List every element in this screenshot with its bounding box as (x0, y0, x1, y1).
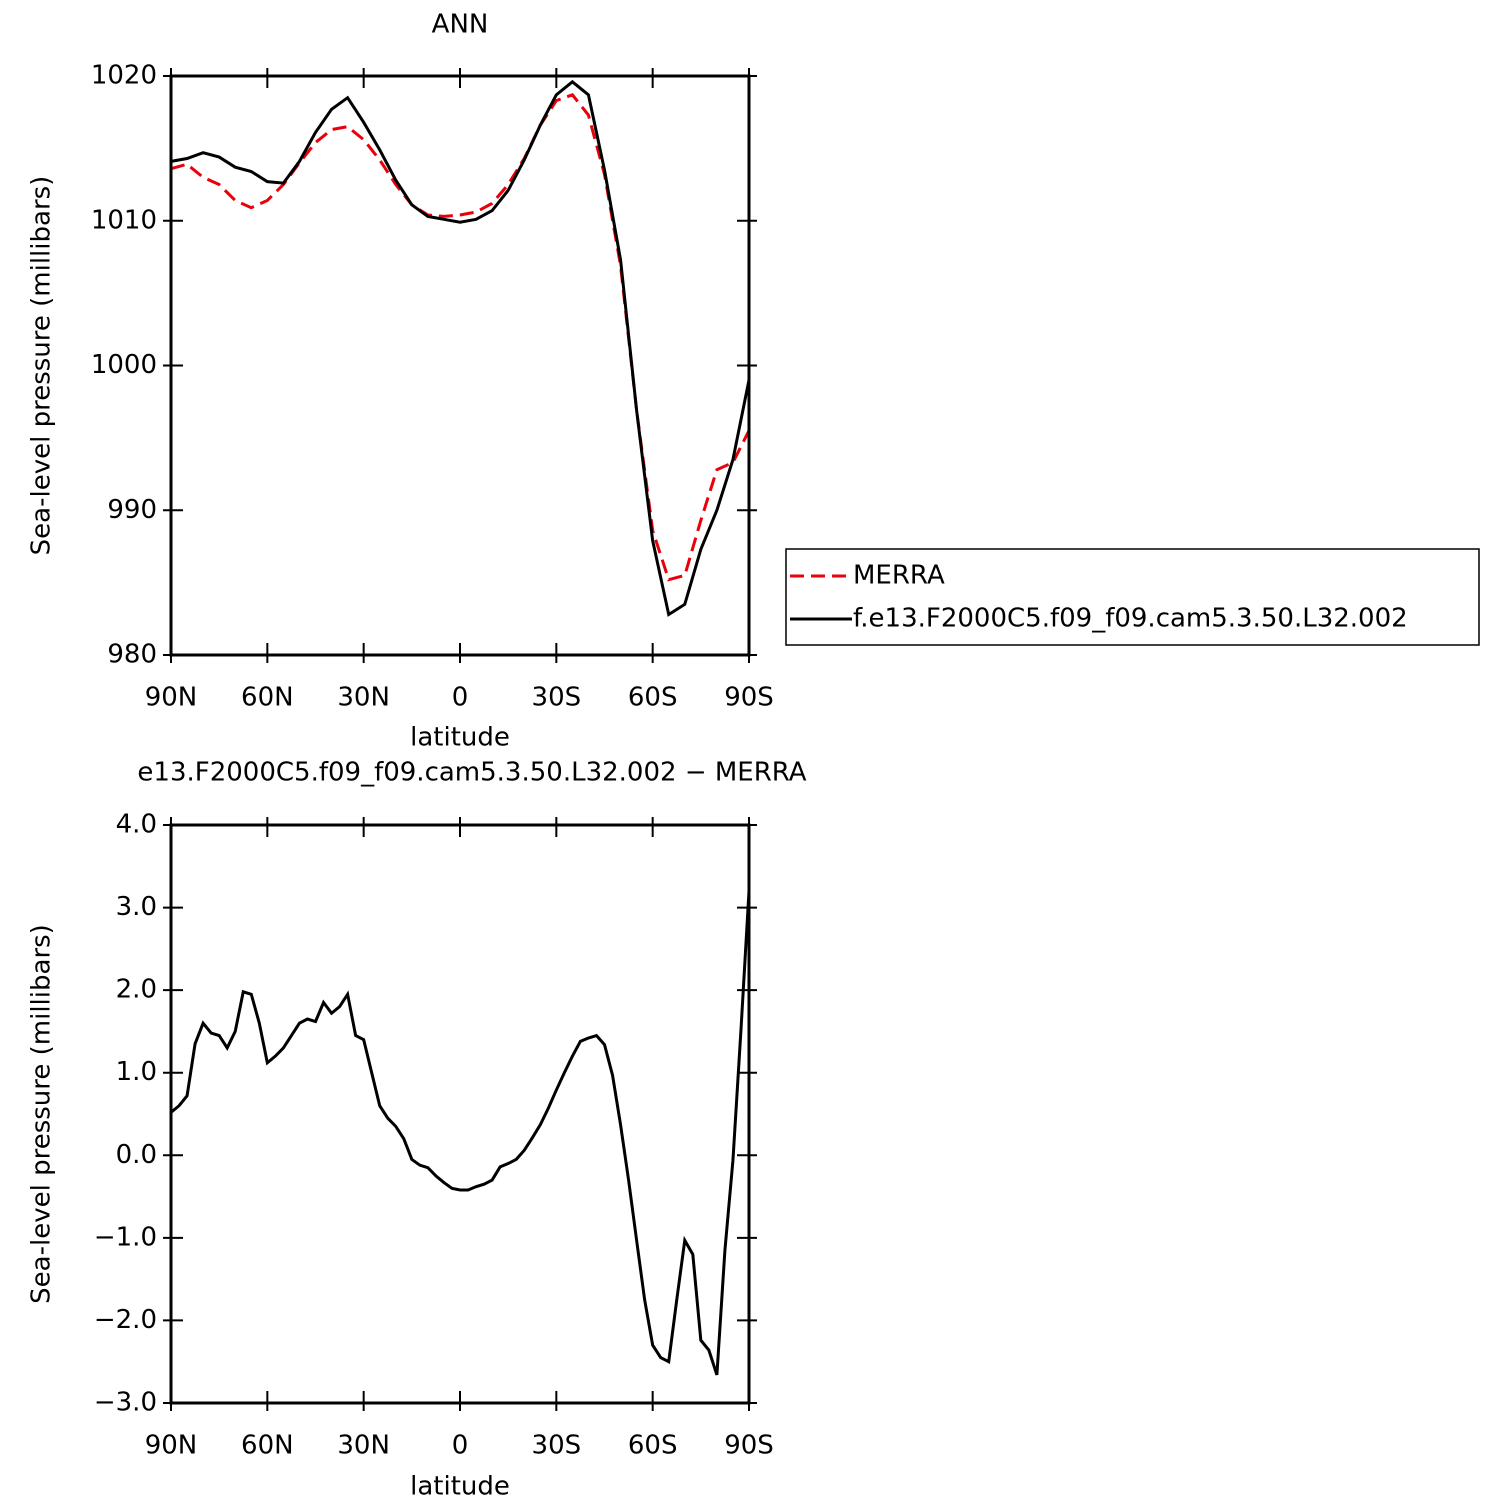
x-tick-label: 60S (628, 1431, 678, 1461)
y-tick-label: −3.0 (94, 1388, 157, 1418)
plot-frame (169, 823, 751, 1405)
y-tick-label: 1000 (91, 350, 157, 380)
y-tick-label: 1020 (91, 61, 157, 91)
x-tick-label: 90S (724, 683, 774, 713)
legend-box (785, 548, 1480, 646)
y-tick-label: 2.0 (116, 975, 157, 1005)
x-tick-label: 60S (628, 683, 678, 713)
x-tick-label: 0 (452, 683, 469, 713)
legend-label: MERRA (853, 561, 945, 591)
x-tick-label: 0 (452, 1431, 469, 1461)
chart-title: e13.F2000C5.f09_f09.cam5.3.50.L32.002 − … (137, 758, 806, 788)
y-tick-label: 980 (107, 640, 157, 670)
x-tick-label: 60N (241, 1431, 294, 1461)
plot-frame (169, 74, 751, 657)
y-tick-label: 1.0 (116, 1057, 157, 1087)
x-tick-label: 60N (241, 683, 294, 713)
y-tick-label: 990 (107, 495, 157, 525)
y-tick-label: −2.0 (94, 1305, 157, 1335)
y-tick-label: 1010 (91, 205, 157, 235)
data-line (170, 79, 751, 617)
y-tick-label: −1.0 (94, 1222, 157, 1252)
chart-title: ANN (432, 10, 489, 40)
legend-label: f.e13.F2000C5.f09_f09.cam5.3.50.L32.002 (853, 604, 1408, 634)
data-line (170, 93, 751, 582)
x-tick-label: 30S (532, 1431, 582, 1461)
x-tick-label: 90S (724, 1431, 774, 1461)
x-axis-label: latitude (410, 723, 510, 753)
y-axis-label: Sea-level pressure (millibars) (27, 176, 57, 556)
y-tick-label: 0.0 (116, 1140, 157, 1170)
x-axis-label: latitude (410, 1472, 510, 1502)
x-tick-label: 30N (337, 1431, 390, 1461)
y-tick-label: 3.0 (116, 892, 157, 922)
y-axis-label: Sea-level pressure (millibars) (27, 924, 57, 1304)
x-tick-label: 30N (337, 683, 390, 713)
x-tick-label: 90N (145, 683, 198, 713)
x-tick-label: 30S (532, 683, 582, 713)
data-line (170, 890, 751, 1376)
x-tick-label: 90N (145, 1431, 198, 1461)
y-tick-label: 4.0 (116, 810, 157, 840)
